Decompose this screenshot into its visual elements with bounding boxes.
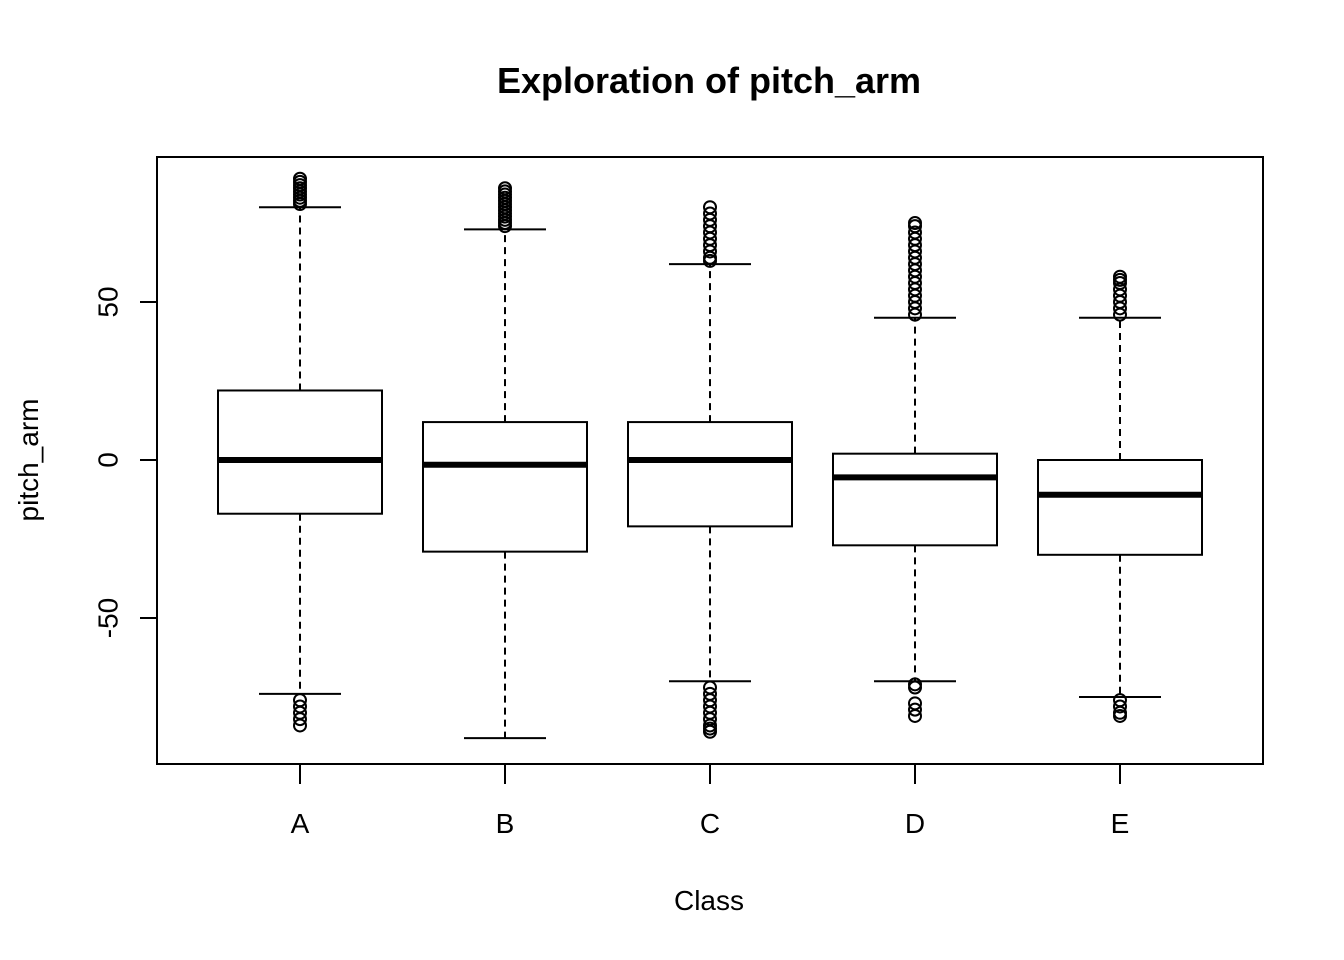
outlier-point bbox=[908, 702, 922, 717]
y-tick-label: 0 bbox=[92, 452, 123, 468]
outlier-point bbox=[703, 724, 717, 739]
x-tick-label: A bbox=[291, 808, 310, 839]
outlier-point bbox=[908, 680, 922, 695]
outlier-point bbox=[908, 216, 922, 230]
box-A bbox=[217, 389, 383, 515]
outlier-point bbox=[293, 718, 307, 733]
outlier-point bbox=[1113, 708, 1127, 723]
y-tick-label: -50 bbox=[92, 598, 123, 638]
x-axis-label: Class bbox=[674, 885, 744, 916]
outlier-point bbox=[1113, 699, 1127, 714]
box-C bbox=[627, 421, 793, 528]
box-B bbox=[422, 421, 588, 553]
x-tick-label: D bbox=[905, 808, 925, 839]
outlier-point bbox=[908, 225, 922, 240]
outlier-point bbox=[908, 708, 922, 723]
x-tick-label: C bbox=[700, 808, 720, 839]
y-tick-label: 50 bbox=[92, 286, 123, 317]
x-tick-label: B bbox=[496, 808, 515, 839]
outlier-point bbox=[498, 181, 512, 196]
outlier-point bbox=[1113, 269, 1127, 284]
outlier-point bbox=[703, 206, 717, 221]
outlier-point bbox=[293, 171, 307, 186]
box-D bbox=[832, 452, 998, 547]
x-tick-label: E bbox=[1111, 808, 1130, 839]
outlier-point bbox=[703, 200, 717, 215]
outlier-point bbox=[293, 712, 307, 727]
chart-title: Exploration of pitch_arm bbox=[497, 60, 921, 101]
y-axis-label: pitch_arm bbox=[13, 399, 44, 522]
box-E bbox=[1037, 459, 1203, 556]
